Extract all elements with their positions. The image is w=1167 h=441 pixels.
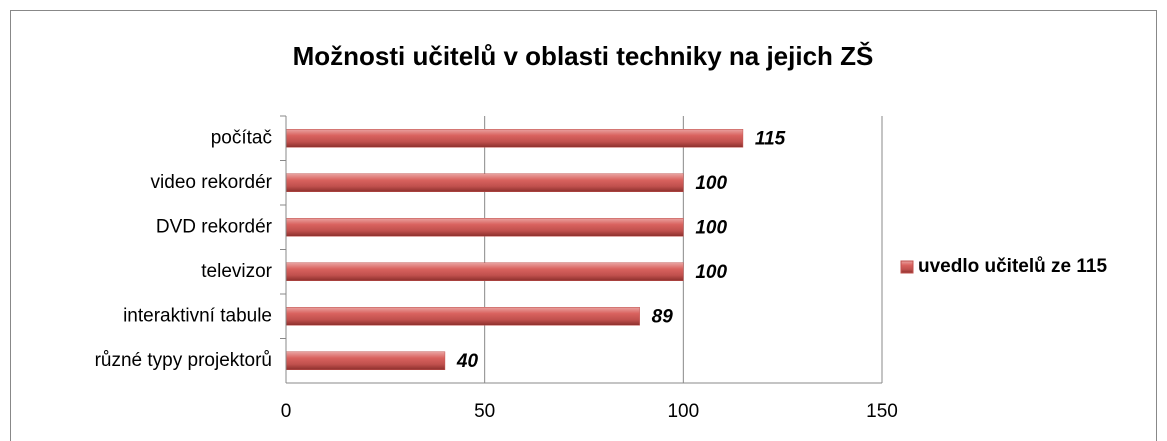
y-tick-label: různé typy projektorů (95, 350, 272, 371)
bar (285, 307, 640, 326)
x-tick-label: 150 (866, 401, 898, 422)
legend-label: uvedlo učitelů ze 115 (918, 256, 1107, 277)
data-label: 115 (755, 128, 786, 149)
y-tick-label: televizor (201, 261, 272, 282)
bar (285, 173, 684, 192)
y-tick-label: DVD rekordér (156, 216, 273, 237)
data-label: 100 (695, 173, 727, 194)
bar (285, 262, 684, 281)
x-tick-label: 0 (281, 401, 292, 422)
data-label: 40 (456, 351, 479, 372)
x-tick-label: 100 (667, 401, 699, 422)
bar (285, 351, 446, 370)
legend-marker (900, 260, 914, 274)
bar (285, 218, 684, 237)
data-label: 100 (695, 217, 727, 238)
y-tick-label: počítač (211, 127, 272, 148)
y-tick-label: video rekordér (151, 172, 273, 193)
data-label: 89 (652, 306, 674, 327)
y-tick-label: interaktivní tabule (123, 305, 272, 326)
chart-title: Možnosti učitelů v oblasti techniky na j… (293, 41, 874, 71)
x-tick-label: 50 (474, 401, 495, 422)
data-label: 100 (695, 262, 727, 283)
bar (285, 129, 744, 148)
